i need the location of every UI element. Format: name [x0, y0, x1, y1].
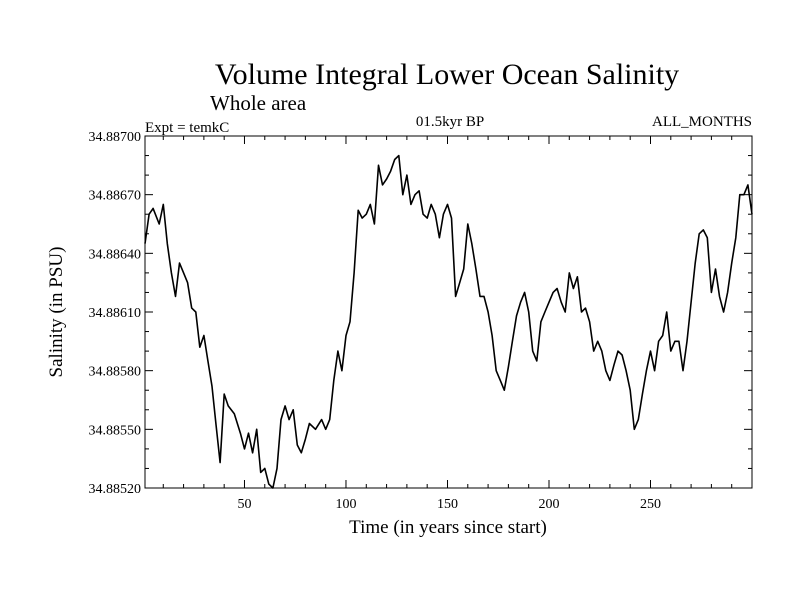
months-label: ALL_MONTHS — [652, 114, 752, 130]
y-tick-label: 34.88640 — [89, 247, 142, 262]
x-axis: 50 100 150 200 250 — [162, 136, 733, 512]
y-tick-label: 34.88700 — [89, 130, 142, 145]
salinity-series-line — [144, 154, 753, 489]
y-tick-label: 34.88670 — [89, 189, 142, 204]
chart-subtitle: Whole area — [210, 91, 307, 115]
x-tick-label: 50 — [237, 497, 251, 512]
x-tick-label: 200 — [538, 497, 559, 512]
period-label: 01.5kyr BP — [416, 114, 484, 130]
x-tick-label: 250 — [640, 497, 661, 512]
experiment-label: Expt = temkC — [145, 120, 229, 136]
y-tick-label: 34.88580 — [89, 365, 142, 380]
x-tick-label: 150 — [437, 497, 458, 512]
y-tick-label: 34.88520 — [89, 482, 142, 497]
y-axis: 34.88520 34.88550 34.88580 34.88610 34.88640… — [89, 130, 752, 497]
y-tick-label: 34.88610 — [89, 306, 142, 321]
y-tick-label: 34.88550 — [89, 423, 142, 438]
x-axis-title: Time (in years since start) — [349, 517, 547, 538]
chart-title: Volume Integral Lower Ocean Salinity — [215, 58, 679, 91]
x-tick-label: 100 — [335, 497, 356, 512]
y-axis-title: Salinity (in PSU) — [46, 247, 67, 378]
plot-frame — [144, 135, 753, 489]
